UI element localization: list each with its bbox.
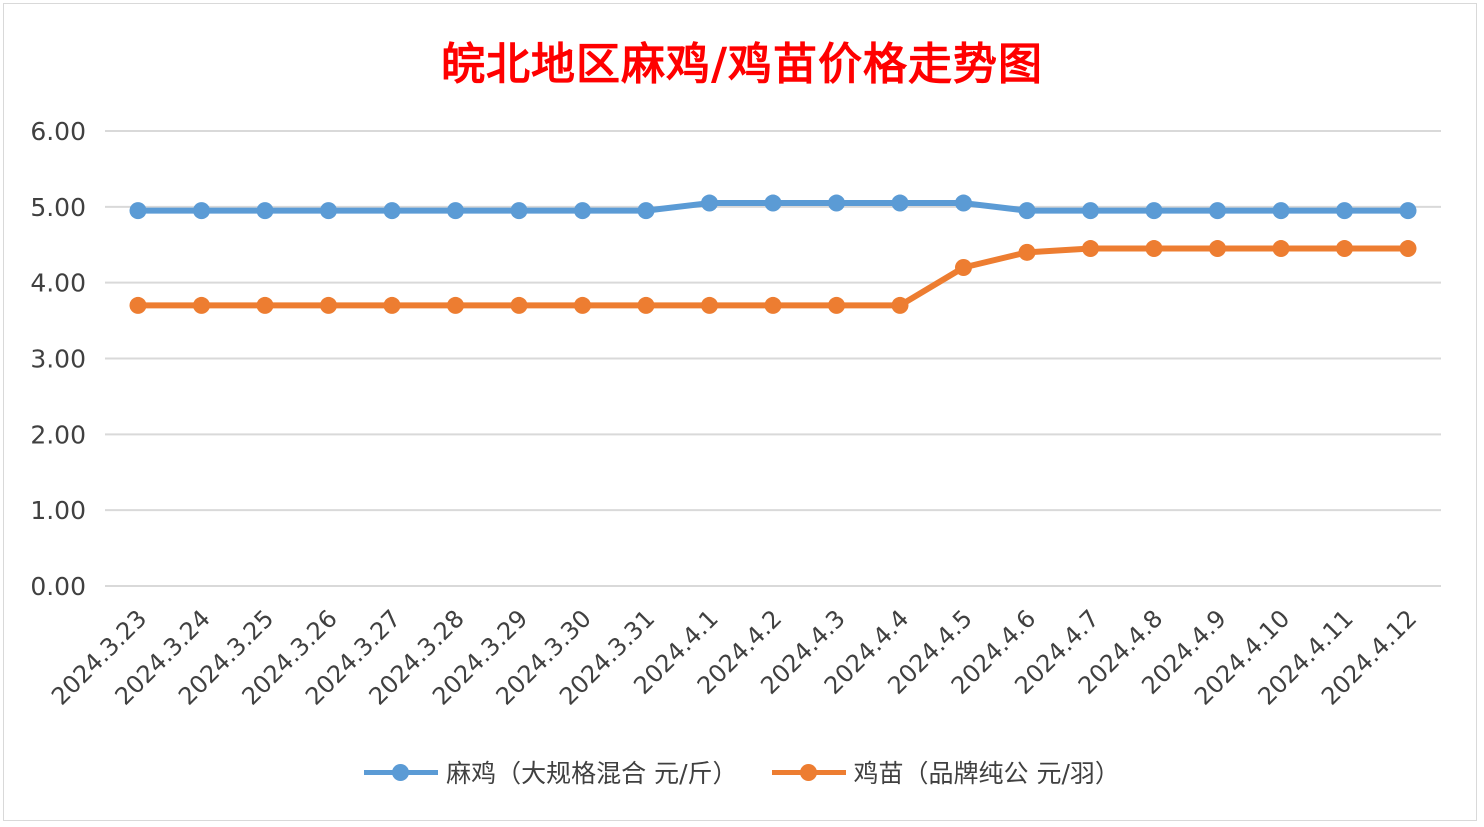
legend-item-series-1[interactable]: 麻鸡（大规格混合 元/斤） — [364, 754, 738, 790]
data-point — [1082, 240, 1099, 258]
data-point — [320, 296, 337, 314]
x-axis-tick-labels: 2024.3.232024.3.242024.3.252024.3.262024… — [46, 604, 1422, 710]
chart-frame — [3, 3, 1477, 821]
data-point — [510, 296, 528, 314]
data-point — [1272, 202, 1290, 220]
series-lines — [129, 194, 1417, 314]
data-point — [510, 202, 528, 220]
data-point — [1336, 240, 1353, 258]
data-point — [1082, 202, 1099, 220]
data-point — [574, 202, 591, 220]
y-tick-label: 2.00 — [30, 420, 86, 449]
chart-title: 皖北地区麻鸡/鸡苗价格走势图 — [440, 39, 1044, 90]
data-point — [891, 296, 909, 314]
data-point — [1209, 202, 1226, 220]
y-tick-label: 3.00 — [30, 345, 86, 374]
data-point — [764, 296, 782, 314]
data-point — [129, 296, 147, 314]
data-point — [701, 194, 718, 212]
y-tick-label: 5.00 — [30, 193, 86, 222]
data-point — [637, 202, 655, 220]
data-point — [129, 202, 147, 220]
data-point — [1018, 243, 1036, 261]
legend-label-series-2: 鸡苗（品牌纯公 元/羽） — [853, 759, 1120, 788]
data-point — [955, 259, 972, 276]
data-point — [1145, 202, 1163, 220]
legend-item-series-2[interactable]: 鸡苗（品牌纯公 元/羽） — [771, 754, 1120, 790]
data-point — [828, 194, 845, 212]
data-point — [764, 194, 782, 212]
data-point — [1272, 240, 1290, 258]
data-point — [1145, 240, 1163, 258]
data-point — [256, 296, 274, 314]
data-point — [1209, 240, 1226, 258]
y-tick-label: 4.00 — [30, 269, 86, 298]
data-point — [447, 202, 464, 220]
data-point — [828, 296, 845, 314]
data-point — [447, 296, 464, 314]
series-line-2 — [135, 245, 1411, 309]
data-point — [574, 296, 591, 314]
y-tick-label: 1.00 — [30, 496, 86, 525]
legend-swatch-series-2 — [771, 762, 846, 782]
data-point — [637, 296, 655, 314]
data-point — [891, 194, 909, 212]
data-point — [1399, 202, 1417, 220]
data-point — [193, 202, 210, 220]
y-axis-tick-labels: 0.00 1.00 2.00 3.00 4.00 5.00 6.00 — [30, 117, 86, 601]
legend: 麻鸡（大规格混合 元/斤） 鸡苗（品牌纯公 元/羽） — [0, 754, 1484, 790]
data-point — [955, 194, 972, 212]
data-point — [383, 202, 401, 220]
data-point — [193, 296, 210, 314]
data-point — [1336, 202, 1353, 220]
data-point — [1018, 202, 1036, 220]
data-point — [701, 296, 718, 314]
legend-label-series-1: 麻鸡（大规格混合 元/斤） — [446, 759, 738, 788]
legend-swatch-series-1 — [364, 762, 439, 782]
data-point — [383, 296, 401, 314]
data-point — [1399, 240, 1417, 258]
y-tick-label: 6.00 — [30, 117, 86, 146]
data-point — [320, 202, 337, 220]
y-tick-label: 0.00 — [30, 572, 86, 601]
data-point — [256, 202, 274, 220]
